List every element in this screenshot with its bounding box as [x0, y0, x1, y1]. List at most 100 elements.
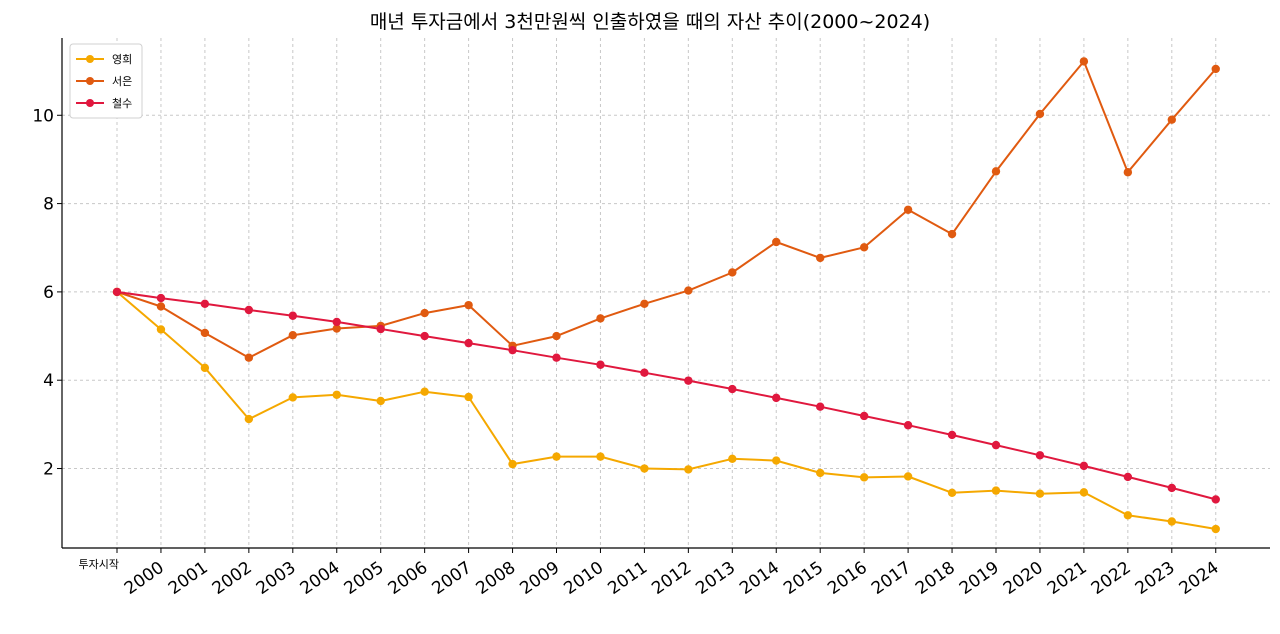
y-tick-label: 2	[43, 460, 54, 480]
legend-marker	[86, 99, 94, 107]
data-point	[332, 324, 341, 333]
data-point	[1079, 488, 1089, 497]
x-tick-label: 2005	[341, 558, 388, 599]
data-point	[772, 237, 781, 247]
data-point	[816, 402, 825, 411]
data-point	[200, 328, 210, 338]
data-point	[1079, 57, 1089, 66]
data-point	[947, 488, 957, 498]
data-point	[1211, 495, 1220, 504]
x-tick-label: 2019	[956, 558, 1003, 599]
data-point	[464, 300, 473, 310]
data-point	[200, 299, 210, 309]
x-tick-label: 2015	[780, 558, 827, 599]
x-tick-label: 2002	[209, 558, 256, 599]
data-point	[200, 363, 210, 373]
x-tick-label: 2018	[912, 558, 959, 599]
y-tick-label: 6	[43, 283, 54, 303]
x-tick-label: 투자시작	[79, 558, 119, 571]
data-point	[156, 302, 166, 311]
data-point	[596, 360, 605, 369]
data-point	[156, 293, 166, 303]
x-tick-label: 2001	[165, 558, 212, 599]
data-point	[728, 384, 737, 394]
data-point	[1079, 461, 1089, 471]
y-tick-label: 10	[32, 106, 54, 126]
data-point	[1035, 109, 1045, 119]
data-point	[1123, 511, 1133, 520]
series-2	[112, 57, 1220, 362]
data-point	[464, 392, 473, 402]
data-point	[947, 229, 957, 239]
data-point	[1123, 168, 1133, 177]
x-tick-label: 2021	[1044, 558, 1091, 599]
data-point	[903, 421, 913, 430]
data-point	[552, 353, 561, 362]
data-point	[991, 486, 1001, 495]
x-tick-label: 2007	[429, 558, 476, 599]
x-tick-label: 2023	[1132, 558, 1179, 599]
data-point	[728, 454, 737, 464]
data-point	[1211, 524, 1220, 534]
data-point	[112, 287, 122, 297]
legend-entry: 서은	[112, 75, 132, 88]
x-tick-label: 2020	[1000, 558, 1047, 599]
data-point	[772, 456, 781, 465]
data-point	[1035, 489, 1045, 498]
series-1	[112, 287, 1220, 534]
x-tick-label: 2009	[516, 558, 563, 599]
data-point	[728, 268, 737, 277]
x-tick-label: 2003	[253, 558, 300, 599]
data-point	[1167, 115, 1177, 124]
x-tick-label: 2000	[121, 558, 168, 599]
data-point	[376, 324, 385, 334]
data-point	[640, 464, 649, 473]
x-tick-label: 2024	[1176, 558, 1223, 599]
y-tick-label: 4	[43, 371, 54, 391]
data-point	[1211, 64, 1220, 74]
x-tick-label: 2022	[1088, 558, 1135, 599]
data-point	[903, 205, 913, 214]
data-point	[332, 317, 341, 327]
data-point	[640, 299, 649, 309]
data-point	[859, 411, 869, 421]
legend-marker	[86, 77, 94, 85]
data-point	[859, 473, 869, 482]
data-point	[991, 167, 1001, 176]
x-tick-label: 2011	[604, 558, 651, 599]
grid-layer	[62, 38, 1270, 548]
data-point	[1035, 451, 1045, 460]
legend-entry: 철수	[112, 97, 132, 110]
data-point	[772, 393, 781, 403]
data-point	[552, 331, 561, 341]
legend-box	[69, 43, 143, 119]
x-tick-label: 2012	[648, 558, 695, 599]
data-point	[508, 459, 517, 469]
x-tick-label: 2010	[560, 558, 607, 599]
data-point	[684, 376, 693, 385]
series-layer	[112, 57, 1220, 534]
data-point	[640, 368, 649, 377]
series-line	[116, 290, 1217, 501]
data-point	[1123, 472, 1133, 482]
data-point	[244, 353, 254, 362]
data-point	[1167, 517, 1177, 526]
data-point	[508, 345, 517, 355]
data-point	[552, 452, 561, 461]
series-line	[116, 291, 1216, 530]
data-point	[1167, 483, 1177, 493]
data-point	[903, 472, 913, 481]
data-point	[991, 440, 1001, 450]
data-point	[244, 414, 254, 424]
legend-marker	[86, 55, 94, 63]
data-point	[596, 452, 605, 461]
data-point	[156, 325, 166, 334]
data-point	[288, 393, 297, 402]
y-tick-label: 8	[43, 195, 54, 215]
x-tick-label: 2013	[692, 558, 739, 599]
data-point	[244, 305, 254, 315]
data-point	[816, 468, 825, 478]
data-point	[420, 387, 429, 396]
